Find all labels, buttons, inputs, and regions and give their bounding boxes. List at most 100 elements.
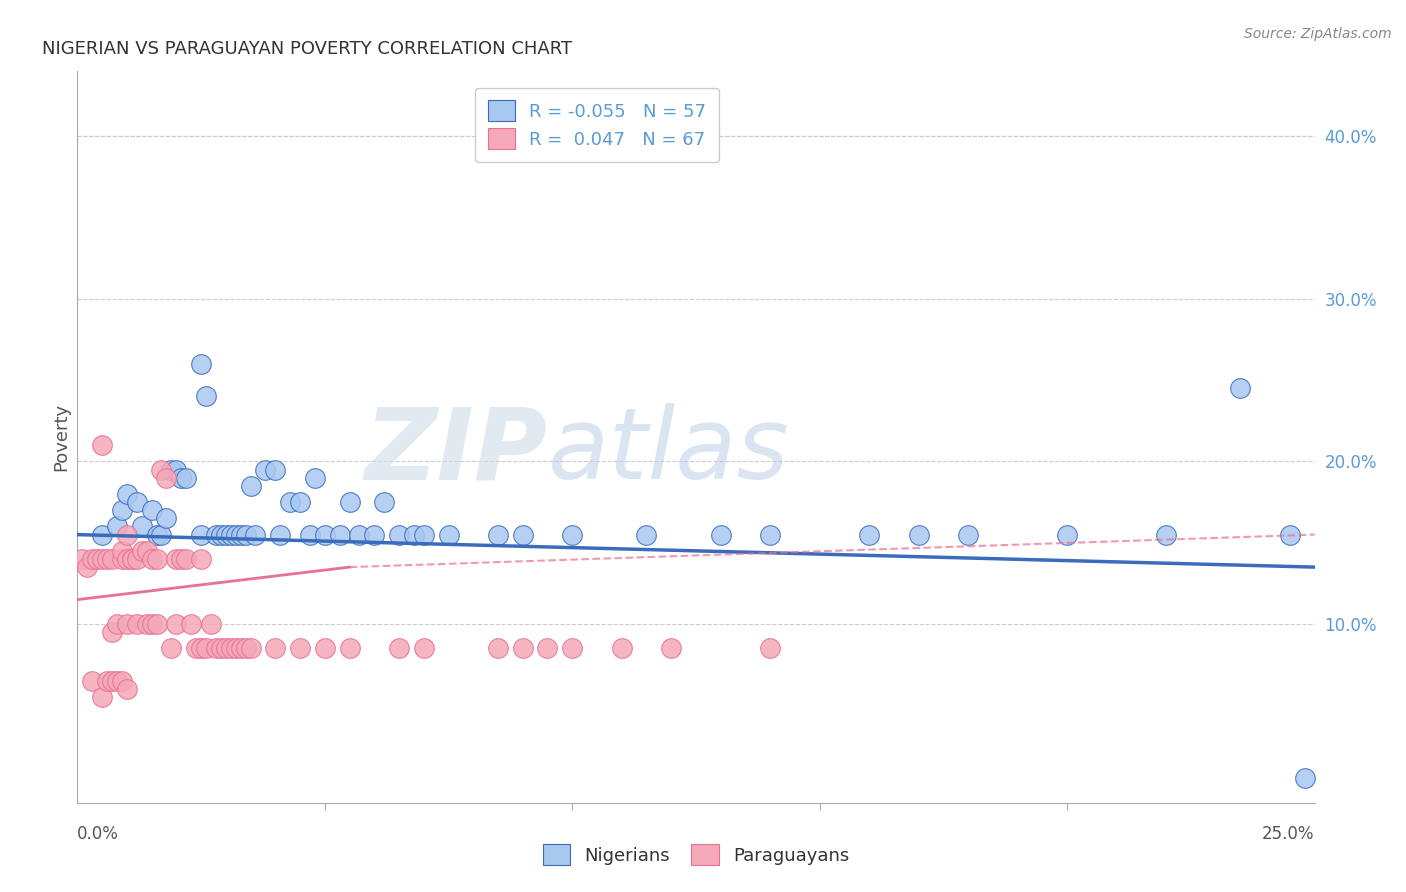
Point [91, 552, 114, 566]
Point [561, 641, 583, 656]
Point [245, 527, 267, 541]
Point [314, 641, 336, 656]
Y-axis label: Poverty: Poverty [52, 403, 70, 471]
Point [170, 471, 193, 485]
Point [205, 641, 228, 656]
Text: atlas: atlas [547, 403, 789, 500]
Point [165, 552, 187, 566]
Text: 0.0%: 0.0% [77, 825, 120, 843]
Point [121, 552, 143, 566]
Point [82, 552, 104, 566]
Point [105, 519, 128, 533]
Point [101, 673, 124, 688]
Text: 25.0%: 25.0% [1263, 825, 1315, 843]
Point [160, 462, 183, 476]
Point [155, 471, 177, 485]
Point [561, 527, 583, 541]
Legend: Nigerians, Paraguayans: Nigerians, Paraguayans [530, 831, 862, 878]
Point [174, 552, 197, 566]
Point [636, 527, 658, 541]
Point [205, 527, 228, 541]
Point [225, 527, 247, 541]
Point [165, 462, 187, 476]
Point [150, 462, 173, 476]
Point [329, 527, 352, 541]
Point [135, 544, 157, 558]
Point [339, 641, 361, 656]
Point [659, 641, 682, 656]
Point [512, 527, 534, 541]
Point [759, 641, 782, 656]
Point [91, 690, 114, 705]
Point [115, 552, 138, 566]
Point [402, 527, 425, 541]
Point [314, 527, 336, 541]
Point [235, 641, 257, 656]
Point [254, 462, 277, 476]
Point [165, 617, 187, 632]
Point [195, 641, 218, 656]
Point [190, 552, 212, 566]
Point [86, 552, 108, 566]
Point [759, 527, 782, 541]
Point [1056, 527, 1078, 541]
Text: Source: ZipAtlas.com: Source: ZipAtlas.com [1244, 27, 1392, 41]
Point [486, 527, 509, 541]
Point [363, 527, 385, 541]
Point [239, 641, 262, 656]
Point [180, 617, 202, 632]
Point [536, 641, 558, 656]
Text: NIGERIAN VS PARAGUAYAN POVERTY CORRELATION CHART: NIGERIAN VS PARAGUAYAN POVERTY CORRELATI… [42, 40, 572, 58]
Point [101, 552, 124, 566]
Point [304, 471, 326, 485]
Point [190, 357, 212, 371]
Point [957, 527, 980, 541]
Point [388, 527, 411, 541]
Point [135, 617, 157, 632]
Point [1278, 527, 1301, 541]
Point [125, 495, 148, 509]
Point [115, 617, 138, 632]
Point [115, 527, 138, 541]
Point [141, 503, 163, 517]
Point [76, 560, 98, 574]
Point [339, 495, 361, 509]
Point [145, 527, 167, 541]
Point [219, 641, 242, 656]
Point [150, 527, 173, 541]
Point [141, 552, 163, 566]
Point [512, 641, 534, 656]
Point [264, 462, 287, 476]
Point [1294, 772, 1316, 786]
Point [298, 527, 321, 541]
Point [96, 673, 118, 688]
Point [239, 479, 262, 493]
Point [72, 552, 94, 566]
Point [190, 527, 212, 541]
Point [1154, 527, 1177, 541]
Point [349, 527, 371, 541]
Point [91, 527, 114, 541]
Point [209, 527, 232, 541]
Point [145, 552, 167, 566]
Point [96, 552, 118, 566]
Point [160, 641, 183, 656]
Point [195, 389, 218, 403]
Point [111, 673, 134, 688]
Point [174, 471, 197, 485]
Point [131, 544, 153, 558]
Point [184, 641, 207, 656]
Point [170, 552, 193, 566]
Point [111, 552, 134, 566]
Point [190, 641, 212, 656]
Point [145, 617, 167, 632]
Point [288, 641, 311, 656]
Point [121, 552, 143, 566]
Point [1229, 381, 1251, 395]
Point [710, 527, 733, 541]
Point [125, 552, 148, 566]
Point [610, 641, 633, 656]
Point [111, 503, 134, 517]
Point [388, 641, 411, 656]
Point [115, 487, 138, 501]
